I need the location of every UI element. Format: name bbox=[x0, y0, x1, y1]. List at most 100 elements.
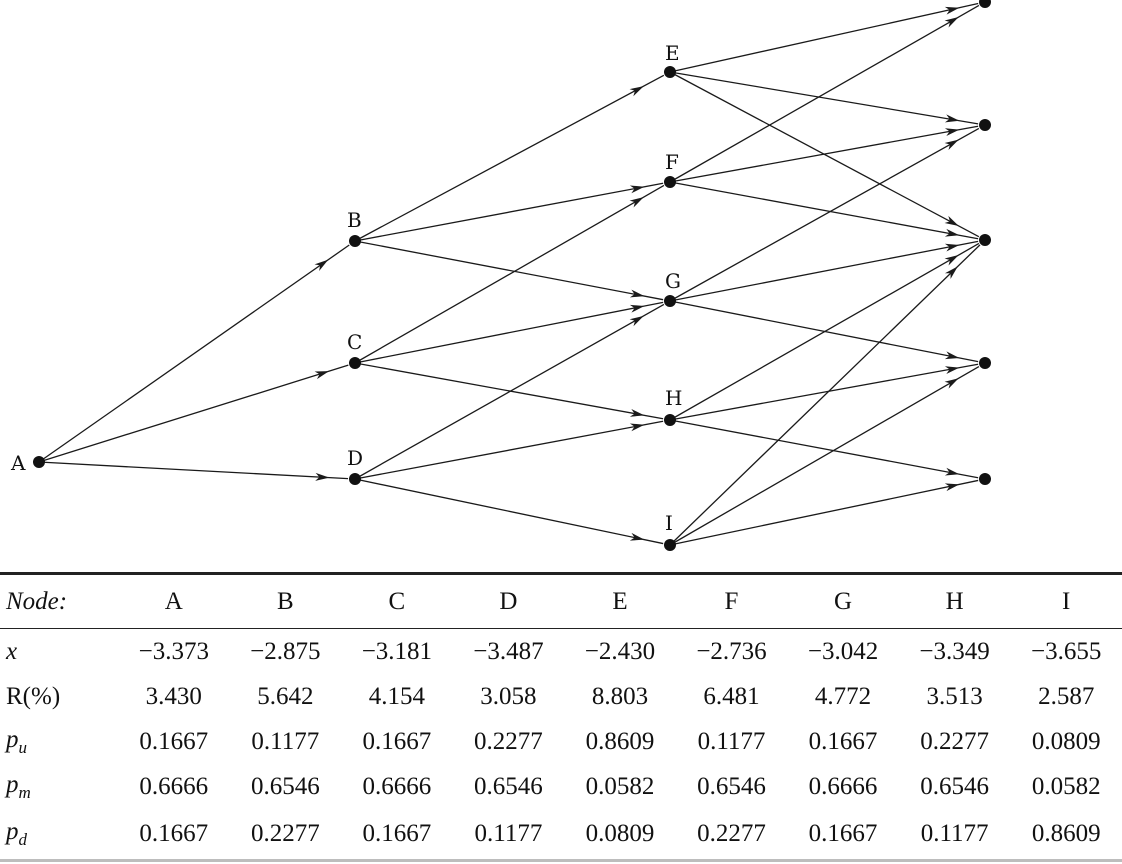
edge-A-C bbox=[38, 364, 349, 463]
node-F bbox=[664, 176, 676, 188]
arrowhead-G-T2 bbox=[944, 139, 959, 150]
arrowhead-B-F bbox=[629, 185, 645, 194]
edge-D-I bbox=[354, 478, 664, 545]
table-cell: 0.1667 bbox=[362, 727, 432, 755]
table-cell: −2.875 bbox=[250, 637, 321, 665]
row-label-subscript: m bbox=[18, 782, 31, 802]
node-C bbox=[349, 357, 361, 369]
row-label-text: p bbox=[6, 725, 19, 753]
table-cell: 0.0809 bbox=[1031, 727, 1101, 755]
column-header-G: G bbox=[787, 572, 899, 629]
table-row: pm 0.6666 0.6546 0.6666 0.6546 0.0582 0.6546 0.… bbox=[0, 764, 1122, 809]
tree-edges bbox=[38, 2, 981, 546]
table-row: pu 0.1667 0.1177 0.1667 0.2277 0.8609 0.1177 0.… bbox=[0, 719, 1122, 764]
table-cell: 0.1177 bbox=[452, 809, 565, 862]
table-row: pd 0.1667 0.2277 0.1667 0.1177 0.0809 0.2277 0.… bbox=[0, 809, 1122, 862]
table-cell: 0.2277 bbox=[229, 809, 342, 862]
row-label-subscript: u bbox=[18, 737, 28, 757]
node-B bbox=[349, 235, 361, 247]
node-label-A: A bbox=[10, 451, 26, 475]
node-label-I: I bbox=[665, 511, 673, 535]
edge-I-T4 bbox=[669, 365, 980, 546]
table-cell: 0.6546 bbox=[920, 772, 989, 800]
table-cell: 0.1667 bbox=[808, 727, 878, 755]
table-cell: 0.1667 bbox=[787, 809, 899, 862]
edge-B-F bbox=[354, 182, 664, 242]
edge-F-T2 bbox=[669, 125, 979, 183]
table-cell: 0.1177 bbox=[251, 727, 320, 755]
table-cell: 0.2277 bbox=[474, 727, 543, 755]
edge-H-T3 bbox=[669, 242, 980, 421]
table-cell: −3.042 bbox=[807, 637, 879, 665]
arrowhead-D-H bbox=[629, 423, 645, 432]
row-label: R(%) bbox=[0, 674, 118, 719]
arrowhead-C-F bbox=[629, 197, 644, 208]
row-label: pu bbox=[0, 719, 118, 764]
table-cell: 8.803 bbox=[591, 682, 649, 710]
node-E bbox=[664, 66, 676, 78]
row-label-text: R(%) bbox=[6, 682, 61, 710]
edge-C-H bbox=[354, 362, 664, 420]
edge-C-F bbox=[354, 184, 665, 364]
header-node-label: Node: bbox=[0, 572, 118, 629]
table-cell: 3.430 bbox=[145, 682, 202, 710]
edge-B-E bbox=[354, 74, 665, 242]
edge-D-G bbox=[354, 303, 665, 480]
edge-G-T2 bbox=[669, 127, 980, 302]
table-cell: 0.6666 bbox=[362, 772, 432, 800]
arrowhead-G-T3 bbox=[944, 243, 960, 252]
arrowhead-F-T1 bbox=[944, 17, 959, 28]
node-label-E: E bbox=[665, 41, 680, 65]
column-header-I: I bbox=[1010, 572, 1122, 629]
row-label-text: p bbox=[6, 770, 19, 798]
table-body: x −3.373 −2.875 −3.181 −3.487 −2.430 −2.736 −3.… bbox=[0, 629, 1122, 862]
edge-I-T5 bbox=[669, 479, 979, 546]
table-cell: −3.373 bbox=[138, 637, 209, 665]
edge-G-T3 bbox=[669, 240, 979, 302]
node-D bbox=[349, 473, 361, 485]
column-header-E: E bbox=[564, 572, 676, 629]
edge-A-B bbox=[38, 244, 350, 463]
table-cell: 0.2277 bbox=[675, 809, 788, 862]
node-T3 bbox=[979, 234, 991, 246]
arrowhead-E-T3 bbox=[944, 215, 959, 227]
table-cell: 0.6666 bbox=[808, 772, 878, 800]
table-cell: 0.6546 bbox=[250, 772, 320, 800]
column-header-B: B bbox=[229, 572, 342, 629]
table-cell: 0.0582 bbox=[585, 772, 655, 800]
table-cell: 0.6666 bbox=[139, 772, 209, 800]
table-cell: 0.1667 bbox=[118, 809, 230, 862]
row-label: pd bbox=[0, 809, 118, 862]
node-label-B: B bbox=[347, 208, 362, 232]
node-T1 bbox=[979, 0, 991, 8]
column-header-F: F bbox=[675, 572, 788, 629]
node-A bbox=[33, 456, 45, 468]
table-row: x −3.373 −2.875 −3.181 −3.487 −2.430 −2.736 −3.… bbox=[0, 629, 1122, 675]
row-label-text: p bbox=[6, 818, 19, 845]
column-header-C: C bbox=[341, 572, 453, 629]
node-T4 bbox=[979, 357, 991, 369]
arrowhead-I-T3 bbox=[944, 266, 958, 279]
table-cell: 6.481 bbox=[703, 682, 760, 710]
arrowhead-H-T5 bbox=[944, 467, 960, 476]
node-label-F: F bbox=[665, 150, 679, 174]
table-cell: 0.2277 bbox=[920, 727, 989, 755]
arrowhead-B-G bbox=[629, 289, 645, 298]
tree-nodes: A B C D E F G H I bbox=[10, 0, 991, 551]
arrowhead-E-T1 bbox=[944, 6, 960, 15]
node-G bbox=[664, 295, 676, 307]
arrowhead-C-H bbox=[629, 408, 645, 417]
node-label-C: C bbox=[347, 330, 362, 354]
trinomial-tree-diagram: A B C D E F G H I bbox=[10, 0, 991, 551]
table-cell: 0.0582 bbox=[1031, 772, 1101, 800]
arrowhead-A-B bbox=[314, 259, 329, 271]
edge-I-T3 bbox=[669, 244, 981, 546]
node-label-G: G bbox=[665, 269, 681, 293]
column-header-A: A bbox=[118, 572, 230, 629]
arrowhead-D-I bbox=[629, 532, 645, 541]
table-row: R(%) 3.430 5.642 4.154 3.058 8.803 6.481 4.772 3… bbox=[0, 674, 1122, 719]
table-cell: −2.430 bbox=[584, 637, 656, 665]
table-cell: −3.655 bbox=[1031, 637, 1102, 665]
arrowhead-I-T5 bbox=[944, 483, 960, 492]
